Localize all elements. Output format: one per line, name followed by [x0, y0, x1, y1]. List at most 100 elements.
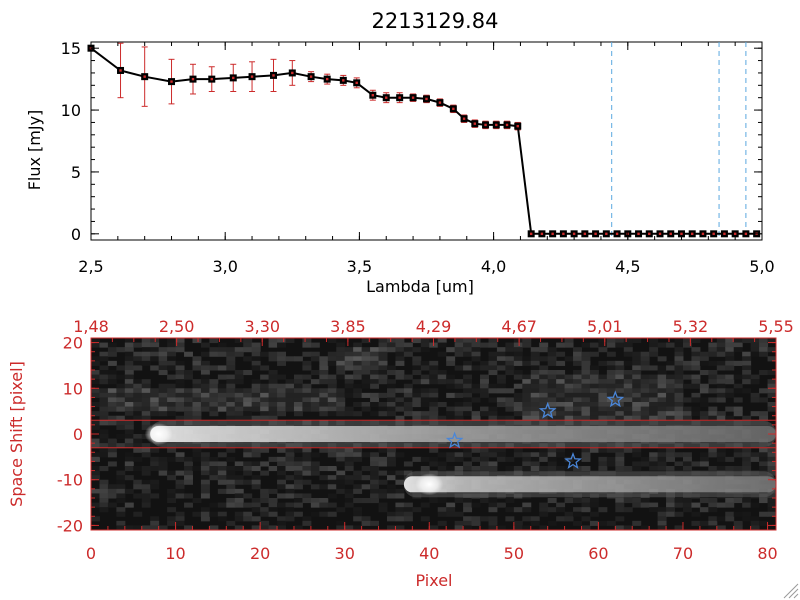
noise-pixel — [725, 347, 735, 353]
noise-pixel — [327, 379, 337, 385]
bottom-top-tick-label: 3,85 — [330, 317, 366, 336]
noise-pixel — [175, 452, 185, 458]
noise-pixel — [581, 360, 591, 366]
noise-pixel — [167, 365, 177, 371]
noise-pixel — [200, 484, 210, 490]
star-marker-3 — [606, 390, 625, 408]
noise-pixel — [589, 392, 599, 398]
noise-pixel — [716, 342, 726, 348]
noise-pixel — [530, 388, 540, 394]
noise-pixel — [556, 360, 566, 366]
noise-pixel — [285, 356, 295, 362]
noise-pixel — [336, 370, 346, 376]
noise-pixel — [124, 443, 134, 449]
noise-pixel — [767, 388, 776, 394]
noise-pixel — [192, 498, 202, 504]
noise-pixel — [192, 338, 202, 344]
noise-pixel — [471, 415, 481, 421]
noise-pixel — [471, 466, 481, 472]
noise-pixel — [251, 379, 261, 385]
noise-pixel — [192, 360, 202, 366]
noise-pixel — [175, 406, 185, 412]
noise-pixel — [167, 402, 177, 408]
noise-pixel — [699, 370, 709, 376]
noise-pixel — [530, 374, 540, 380]
noise-pixel — [395, 470, 405, 476]
noise-pixel — [124, 424, 134, 430]
noise-pixel — [539, 415, 549, 421]
noise-pixel — [184, 475, 193, 481]
bottom-x-tick-label: 60 — [588, 544, 608, 563]
noise-pixel — [742, 370, 752, 376]
noise-pixel — [463, 406, 473, 412]
bottom-axis-ticks — [90, 338, 777, 530]
noise-pixel — [640, 498, 650, 504]
top-y-tick-label: 0 — [71, 225, 81, 244]
noise-pixel — [606, 456, 616, 462]
noise-pixel — [573, 466, 582, 472]
noise-pixel — [649, 406, 659, 412]
noise-pixel — [522, 456, 532, 462]
noise-pixel — [209, 461, 219, 467]
resize-grip-icon[interactable] — [783, 583, 799, 599]
noise-pixel — [674, 502, 684, 508]
noise-pixel — [725, 388, 735, 394]
bottom-top-tick-label: 4,67 — [501, 317, 537, 336]
noise-pixel — [429, 374, 439, 380]
noise-pixel — [463, 452, 473, 458]
noise-pixel — [293, 456, 303, 462]
noise-pixel — [133, 466, 143, 472]
noise-pixel — [615, 415, 625, 421]
noise-pixel — [708, 374, 718, 380]
noise-pixel — [581, 507, 591, 513]
noise-pixel — [200, 392, 210, 398]
noise-pixel — [184, 351, 193, 357]
noise-pixel — [649, 397, 659, 403]
top-marker-core-17 — [411, 96, 415, 99]
noise-pixel — [480, 516, 489, 522]
noise-pixel — [361, 338, 371, 344]
noise-pixel — [378, 493, 388, 499]
noise-pixel — [386, 452, 396, 458]
noise-pixel — [437, 511, 447, 517]
noise-pixel — [539, 347, 549, 353]
noise-pixel — [666, 415, 676, 421]
noise-pixel — [623, 374, 633, 380]
noise-pixel — [598, 383, 608, 389]
noise-pixel — [200, 516, 210, 522]
noise-pixel — [446, 406, 456, 412]
noise-pixel — [496, 415, 506, 421]
noise-pixel — [682, 411, 692, 417]
noise-pixel — [226, 470, 236, 476]
noise-pixel — [564, 516, 574, 522]
noise-pixel — [184, 374, 193, 380]
top-marker-core-37 — [637, 232, 640, 236]
noise-pixel — [666, 383, 676, 389]
noise-pixel — [581, 356, 591, 362]
noise-pixel — [682, 360, 692, 366]
noise-pixel — [234, 388, 244, 394]
noise-pixel — [167, 507, 177, 513]
noise-pixel — [91, 475, 100, 481]
noise-pixel — [327, 475, 337, 481]
noise-pixel — [581, 379, 591, 385]
noise-pixel — [386, 461, 396, 467]
noise-pixel — [344, 452, 354, 458]
noise-pixel — [370, 411, 380, 417]
noise-pixel — [344, 379, 354, 385]
noise-pixel — [124, 415, 134, 421]
top-marker-core-12 — [342, 79, 345, 82]
noise-pixel — [319, 406, 329, 412]
noise-pixel — [285, 475, 295, 481]
noise-pixel — [226, 520, 236, 526]
noise-pixel — [141, 406, 151, 412]
noise-pixel — [437, 507, 447, 513]
noise-pixel — [200, 365, 210, 371]
noise-pixel — [403, 347, 413, 353]
noise-pixel — [251, 507, 261, 513]
noise-pixel — [674, 351, 684, 357]
noise-pixel — [91, 470, 100, 476]
noise-pixel — [623, 351, 633, 357]
noise-pixel — [471, 356, 481, 362]
top-plot-frame — [90, 41, 763, 241]
